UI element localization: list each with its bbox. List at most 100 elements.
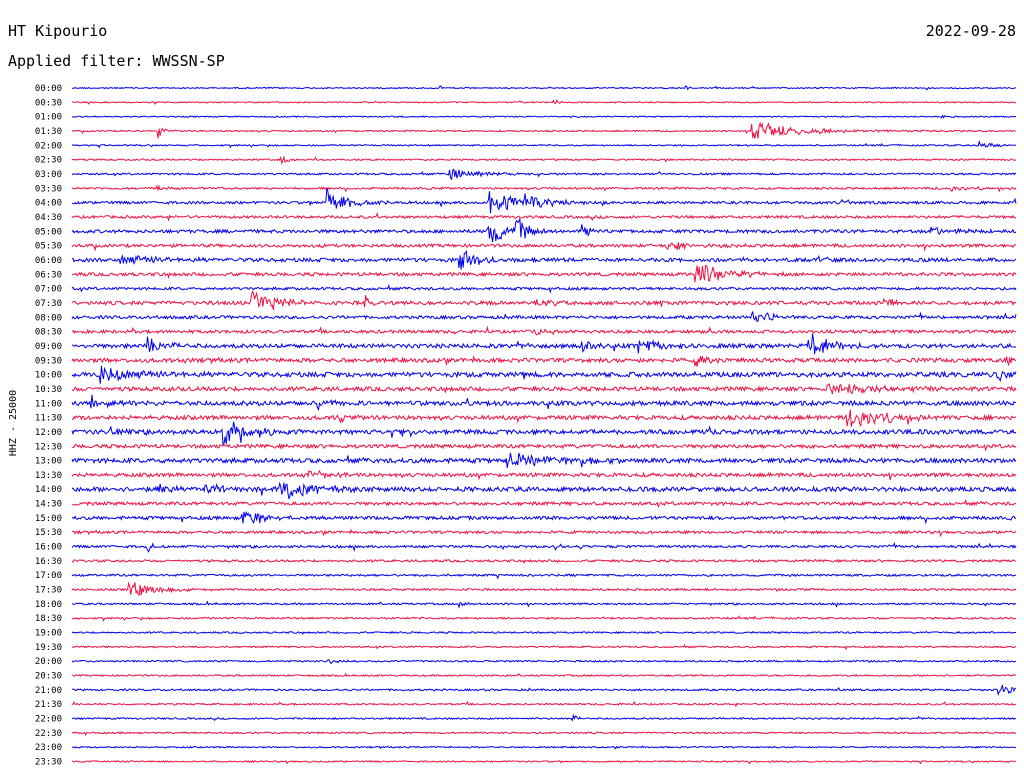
trace-row [71,558,1017,565]
trace-row [71,241,1017,252]
trace-row [71,99,1017,106]
trace-row [72,85,1017,91]
row-label: 02:00 [35,141,62,151]
trace-row [71,139,1017,149]
row-label: 16:30 [35,557,62,567]
trace-row [71,310,1017,322]
trace-row [71,290,1017,310]
row-label: 14:00 [35,485,62,495]
row-label: 09:30 [35,356,62,366]
trace-row [71,184,1017,193]
trace-row [71,713,1017,722]
row-label: 01:00 [35,113,62,123]
row-label: 03:30 [35,184,62,194]
row-label: 03:00 [35,170,62,180]
row-label: 22:00 [35,715,62,725]
row-label: 23:00 [35,743,62,753]
row-label: 20:30 [35,672,62,682]
row-label: 05:00 [35,227,62,237]
trace-row [71,249,1017,270]
trace-row [71,615,1017,622]
trace-row [71,630,1017,635]
trace-row [71,218,1017,243]
row-label: 13:00 [35,457,62,467]
row-label: 16:00 [35,543,62,553]
trace-row [71,264,1017,283]
row-label: 20:00 [35,657,62,667]
trace-row [71,745,1017,750]
trace-row [71,421,1017,446]
trace-row [71,581,1017,597]
row-label: 00:00 [35,84,62,94]
row-label: 11:00 [35,399,62,409]
trace-row [71,600,1017,609]
trace-row [71,355,1017,367]
row-label: 10:00 [35,371,62,381]
row-label: 02:30 [35,156,62,166]
row-label: 17:30 [35,586,62,596]
row-label: 15:30 [35,528,62,538]
trace-row [71,394,1017,412]
row-label: 12:00 [35,428,62,438]
row-label: 04:00 [35,199,62,209]
row-label: 11:30 [35,414,62,424]
trace-row [71,283,1017,294]
trace-row [71,672,1016,678]
trace-row [71,187,1017,214]
row-label: 06:00 [35,256,62,266]
station-title: HT Kipourio [8,22,108,40]
row-label: 21:30 [35,700,62,710]
row-label: 19:30 [35,643,62,653]
row-label: 01:30 [35,127,62,137]
trace-row [71,499,1017,509]
row-label: 18:30 [35,614,62,624]
filter-label: Applied filter: WWSSN-SP [8,52,225,70]
row-label: 15:00 [35,514,62,524]
row-label: 08:00 [35,313,62,323]
trace-row [71,452,1017,468]
row-label: 10:30 [35,385,62,395]
row-labels: 00:00 00:30 01:00 01:30 02:00 02:30 03:00 03:30… [35,84,62,768]
trace-row [71,573,1017,580]
trace-row [72,325,1017,336]
trace-row [71,365,1017,384]
row-label: 09:00 [35,342,62,352]
trace-row [71,528,1017,538]
row-label: 22:30 [35,729,62,739]
trace-row [71,481,1017,500]
trace-row [71,731,1017,737]
trace-row [71,114,1017,119]
row-label: 08:30 [35,328,62,338]
trace-row [71,700,1017,708]
trace-row [71,212,1017,222]
trace-row [71,121,1017,139]
row-label: 14:30 [35,500,62,510]
trace-row [71,659,1016,665]
date-label: 2022-09-28 [925,22,1016,40]
trace-row [71,643,1017,651]
row-label: 05:30 [35,242,62,252]
row-label: 23:30 [35,758,62,768]
trace-row [71,510,1017,525]
row-label: 21:00 [35,686,62,696]
trace-row [71,469,1017,481]
row-label: 04:30 [35,213,62,223]
channel-axis-label: HHZ - 25000 [8,390,19,456]
row-label: 17:00 [35,571,62,581]
trace-row [71,168,1017,181]
trace-row [71,759,1017,765]
row-label: 19:00 [35,629,62,639]
row-label: 00:30 [35,98,62,108]
row-label: 13:30 [35,471,62,481]
trace-row [71,541,1017,553]
traces-group [71,85,1017,765]
trace-row [71,155,1017,166]
trace-row [72,333,1017,355]
trace-row [71,684,1016,697]
row-label: 07:30 [35,299,62,309]
trace-row [71,409,1017,428]
trace-row [71,442,1017,452]
row-label: 12:30 [35,442,62,452]
row-label: 06:30 [35,270,62,280]
